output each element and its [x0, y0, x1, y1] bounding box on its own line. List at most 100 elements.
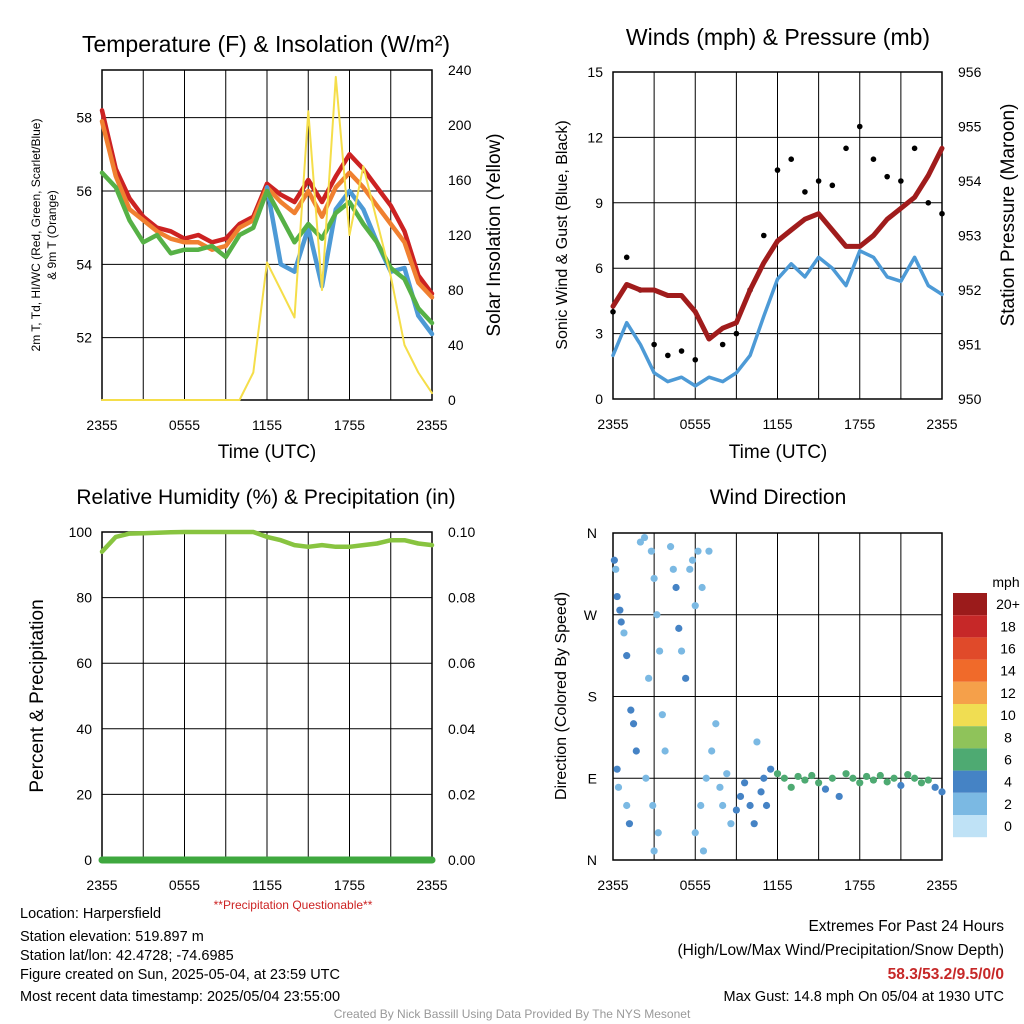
x-tick-label: 1155	[252, 417, 282, 433]
y-right-tick-label: 240	[448, 62, 472, 78]
x-tick-label: 2355	[597, 416, 628, 432]
direction-point	[869, 776, 878, 784]
colorbar-label: 2	[1004, 796, 1012, 812]
x-tick-label: 1755	[844, 416, 875, 432]
x-tick-label: 1155	[762, 877, 792, 893]
direction-point	[780, 774, 788, 782]
gust-point	[692, 356, 699, 363]
wind-direction-panel: Wind Direction 2355 0555 1155 1755 2355NESWN…	[553, 486, 1020, 893]
direction-point	[890, 774, 898, 782]
winds-title: Winds (mph) & Pressure (mb)	[626, 24, 930, 50]
colorbar-label: 10	[1000, 707, 1016, 723]
latlon-text: Station lat/lon: 42.4728; -74.6985	[20, 948, 234, 964]
x-tick-label: 1755	[844, 877, 875, 893]
y-right-tick-label: 955	[958, 119, 982, 135]
direction-point	[614, 783, 623, 791]
winds-plot-frame	[612, 71, 943, 400]
gust-point	[651, 341, 657, 348]
temperature-xlabel: Time (UTC)	[218, 442, 317, 463]
direction-point	[658, 711, 666, 719]
wind-speed-line	[611, 249, 944, 388]
gust-point	[898, 178, 904, 184]
direction-point	[610, 556, 618, 564]
precipitation-note: **Precipitation Questionable**	[214, 898, 373, 912]
direction-point	[708, 747, 716, 755]
humidity-title: Relative Humidity (%) & Precipitation (i…	[76, 486, 455, 509]
colorbar-swatch	[953, 659, 987, 682]
temperature-plot-frame	[101, 69, 433, 401]
y-tick-label: 54	[76, 256, 92, 272]
y-right-tick-label: 0.04	[448, 721, 475, 737]
x-tick-label: 2355	[926, 877, 957, 893]
direction-point	[876, 771, 884, 780]
y-right-tick-label: 40	[448, 337, 464, 353]
x-tick-label: 0555	[680, 416, 711, 432]
humidity-panel: Relative Humidity (%) & Precipitation (i…	[27, 486, 475, 912]
max-gust-text: Max Gust: 14.8 mph On 05/04 at 1930 UTC	[723, 989, 1004, 1005]
recent-timestamp-text: Most recent data timestamp: 2025/05/04 2…	[20, 989, 341, 1005]
temperature-panel: Temperature (F) & Insolation (W/m²) 2355…	[29, 31, 505, 463]
direction-point	[625, 820, 634, 828]
x-tick-label: 2355	[926, 416, 957, 432]
x-tick-label: 0555	[169, 877, 200, 893]
direction-point	[616, 606, 624, 614]
y-tick-label: 100	[69, 524, 93, 540]
gust-point	[760, 232, 767, 239]
temperature-ylabel-line1: 2m T, Td, HI/WC (Red, Green, Scarlet/Blu…	[29, 119, 43, 352]
direction-point	[736, 792, 745, 801]
y-right-tick-label: 951	[958, 337, 982, 353]
y-tick-label: 9	[595, 195, 603, 211]
direction-point	[677, 647, 686, 655]
colorbar-swatch	[953, 681, 987, 704]
y-right-tick-label: 952	[958, 282, 982, 298]
y-tick-label: 58	[76, 110, 92, 126]
y-tick-label: 80	[76, 590, 92, 606]
colorbar-label: 6	[1004, 752, 1012, 768]
gust-point	[925, 200, 932, 206]
direction-point	[691, 602, 699, 610]
direction-point	[647, 547, 655, 555]
gust-point	[870, 156, 877, 162]
gust-point	[843, 145, 849, 152]
humidity-line	[99, 529, 435, 554]
direction-point	[741, 779, 749, 787]
gust-point	[911, 145, 918, 152]
direction-point	[686, 565, 694, 573]
y-tick-label: 12	[587, 129, 603, 145]
y-tick-label: 0	[84, 852, 92, 868]
direction-point	[917, 779, 926, 787]
y-tick-label: 0	[595, 391, 603, 407]
x-tick-label: 1155	[252, 877, 282, 893]
created-text: Figure created on Sun, 2025-05-04, at 23…	[20, 967, 340, 983]
y-tick-label: 52	[76, 330, 92, 346]
gust-point	[678, 348, 685, 354]
direction-point	[801, 776, 809, 784]
wind-direction-title: Wind Direction	[710, 486, 847, 509]
direction-point	[629, 720, 638, 728]
direction-point	[613, 592, 621, 601]
temperature-ylabel-right: Solar Insolation (Yellow)	[484, 133, 505, 336]
y-right-tick-label: 953	[958, 228, 982, 244]
direction-point	[617, 618, 625, 626]
direction-point	[645, 674, 653, 682]
y-right-tick-label: 950	[958, 391, 982, 407]
humidity-ylabel: Percent & Precipitation	[27, 599, 48, 792]
direction-point	[613, 765, 621, 773]
y-tick-label: 60	[76, 655, 92, 671]
y-right-tick-label: 0.06	[448, 655, 475, 671]
temperature-series-line	[101, 75, 433, 401]
direction-point	[672, 583, 680, 592]
direction-point	[727, 820, 735, 828]
direction-point	[883, 778, 891, 786]
colorbar-label: 18	[1000, 618, 1016, 634]
direction-point	[656, 647, 664, 655]
y-tick-label: 3	[595, 326, 603, 342]
elevation-text: Station elevation: 519.897 m	[20, 929, 204, 945]
y-tick-label: 6	[595, 260, 603, 276]
direction-point	[910, 774, 919, 782]
direction-point	[694, 547, 702, 555]
direction-point	[849, 774, 857, 782]
y-right-tick-label: 80	[448, 282, 464, 298]
direction-point	[697, 801, 705, 810]
direction-point	[623, 801, 631, 810]
